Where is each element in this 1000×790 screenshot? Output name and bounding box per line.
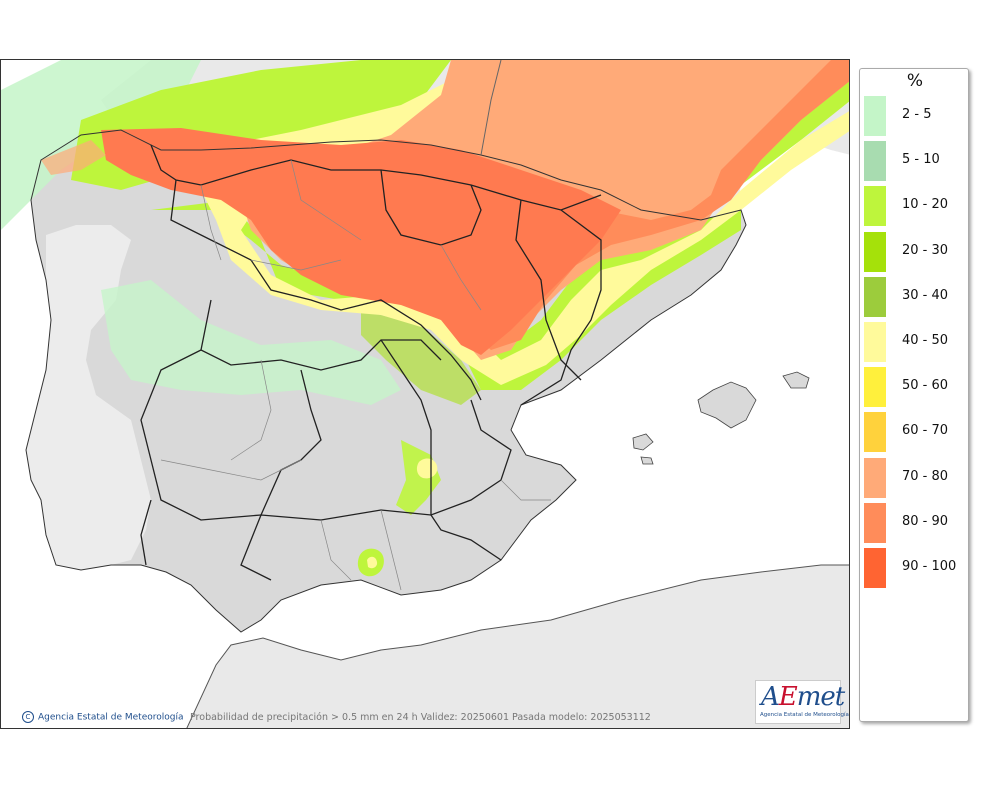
formentera [640,456,654,465]
agency-credit-text: Agencia Estatal de Meteorología [38,712,184,723]
iberia-coastline [25,129,747,633]
legend-swatch [864,367,886,408]
prob-40-50-jaen [416,458,438,479]
legend-label: 80 - 90 [902,513,949,529]
prob-40-50-bay [41,140,106,175]
legend-label: 10 - 20 [902,197,949,213]
forecast-map[interactable] [0,59,850,729]
legend-swatch [864,457,886,498]
mallorca [697,381,757,429]
map-canvas [1,60,849,728]
africa-land [186,565,849,728]
legend-label: 40 - 50 [902,333,949,348]
legend-swatch [864,502,886,543]
legend-swatch [864,548,886,588]
legend-swatch [864,186,886,227]
legend-swatch [864,231,886,272]
france-border [480,60,502,156]
prob-2-5-west [101,280,401,405]
legend-label: 50 - 60 [902,378,949,394]
legend-label: 30 - 40 [902,287,949,303]
africa-coast [186,564,849,728]
legend-label: 90 - 100 [902,559,957,574]
prob-10-20-ebro [361,310,481,405]
legend-swatch [864,322,886,362]
prob-40-50-band [201,60,849,385]
prob-10-20-murcia [396,440,441,515]
legend-swatch [864,276,886,317]
legend-label: 20 - 30 [902,242,949,258]
map-caption: Probabilidad de precipitación > 0.5 mm e… [190,712,651,723]
legend-label: 70 - 80 [902,468,949,484]
aemet-logo: AEmet Agencia Estatal de Meteorología [755,680,849,724]
prob-40-50-malaga [367,556,378,569]
portugal-land [26,225,151,570]
legend-label: 2 - 5 [902,107,932,122]
legend-swatch [864,96,886,136]
legend-unit: % [906,71,924,91]
legend-swatch [864,141,886,182]
legend-swatch [864,412,886,453]
menorca [782,371,810,389]
legend-label: 60 - 70 [902,423,949,439]
ibiza [632,433,654,451]
regional-borders [140,144,602,581]
prob-80-90-cantabria [101,128,621,355]
province-borders [160,159,551,591]
legend-label: 5 - 10 [902,152,940,168]
agency-credit: C Agencia Estatal de Meteorología [22,711,184,723]
legend-panel: % 2 - 5 5 - 10 10 - 20 20 - 30 30 - 40 40 - 5… [859,68,969,722]
copyright-icon: C [22,711,34,723]
